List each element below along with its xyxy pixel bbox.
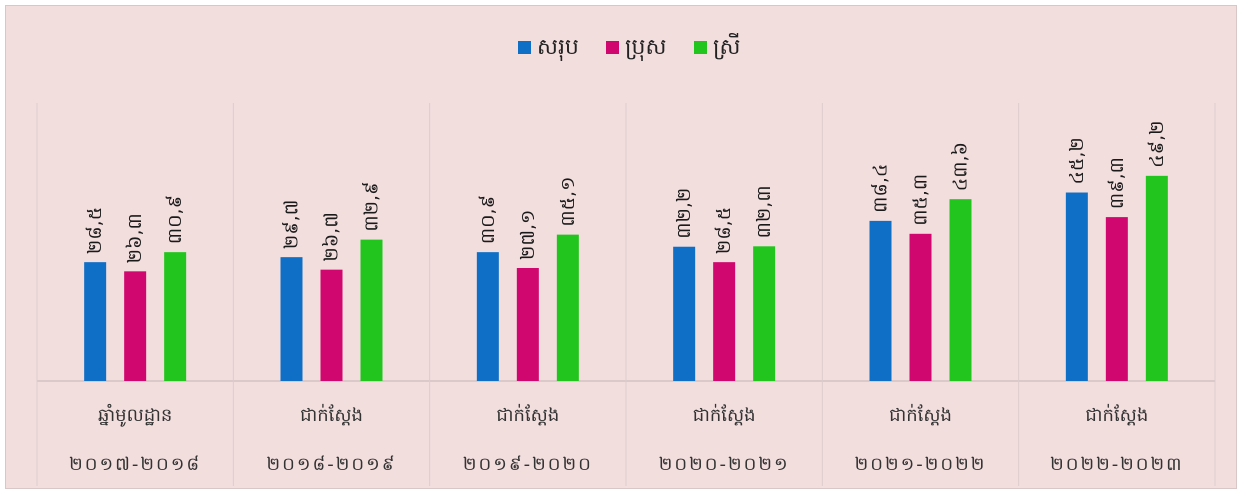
data-label: ២៧,១ [517,210,539,260]
category-period-label: ២០២២-២០២៣ [1050,454,1183,475]
data-label: ២៩,៧ [281,200,303,249]
legend-label: សរុប [537,35,579,61]
data-label: ៣៨,៤ [870,164,892,213]
legend-swatch [694,41,707,54]
bar-male [713,262,736,381]
legend-label: ប្រុស [625,35,666,61]
bar-female [949,199,972,381]
bar-female [753,246,776,381]
data-label: ២៦,៣ [124,213,146,263]
bar-male [516,267,539,381]
category-period-label: ២០១៧-២០១៨ [69,454,201,475]
data-label: ៣២,២ [673,188,695,239]
data-label: ៣៩,៣ [1106,157,1128,209]
data-label: ៣២,៩ [361,182,383,232]
bar-total [84,262,107,381]
category-label: ជាក់ស្តែង [1085,403,1148,426]
data-label: ៣៥,១ [557,177,579,227]
legend-label: ស្រី [713,33,741,60]
category-label: ឆ្នាំមូលដ្ឋាន [98,403,172,427]
data-label: ៣០,៩ [477,195,499,244]
category-label: ជាក់ស្តែង [889,403,952,426]
category-period-label: ២០២០-២០២១ [659,454,790,475]
data-label: ៣០,៩ [164,195,186,244]
data-label: ៣២,៣ [753,185,775,238]
bar-total [869,220,892,381]
legend-swatch [518,41,531,54]
bar-female [1145,175,1168,381]
bar-male [909,233,932,381]
legend: សរុប ប្រុស ស្រី [518,33,741,61]
bar-female [360,239,383,381]
data-label: ២៨,៥ [713,207,735,254]
chart-area [5,5,1237,489]
data-label: ២៦,៧ [321,212,343,261]
bar-male [124,271,147,381]
bar-total [476,252,499,381]
data-label: ៤៥,២ [1066,137,1088,184]
bar-female [556,234,579,381]
bar-male [1105,217,1128,381]
bar-total [673,246,696,381]
category-period-label: ២០១៩-២០២០ [463,454,593,475]
category-label: ជាក់ស្តែង [693,403,756,426]
category-period-label: ២០២១-២០២២ [855,454,987,475]
bar-total [1065,192,1088,381]
bar-total [280,257,303,381]
category-label: ជាក់ស្តែង [300,403,363,426]
data-label: ៣៥,៣ [910,174,932,226]
legend-swatch [606,41,619,54]
category-label: ជាក់ស្តែង [496,403,559,426]
bar-male [320,269,343,381]
data-label: ៤៩,២ [1146,121,1168,168]
bar-female [164,252,187,381]
data-label: ២៨,៥ [84,207,106,254]
category-period-label: ២០១៨-២០១៩ [267,454,397,475]
data-label: ៤៣,៦ [950,142,972,191]
